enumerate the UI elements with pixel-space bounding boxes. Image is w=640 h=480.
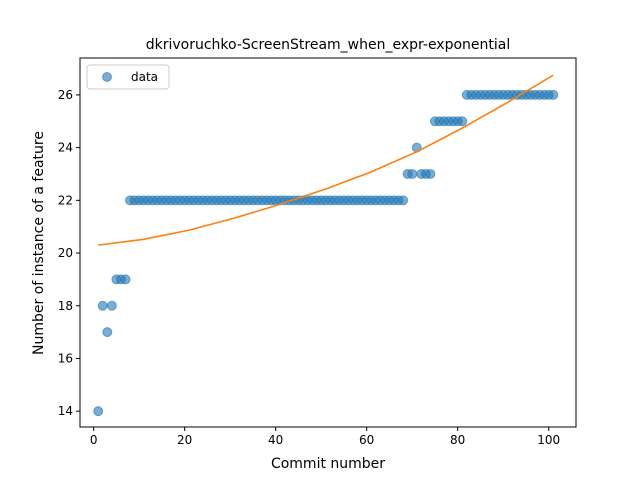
- fit-line: [98, 74, 554, 246]
- x-tick-label: 40: [268, 433, 283, 447]
- legend: data: [86, 64, 170, 90]
- legend-marker-data: [102, 72, 112, 82]
- plot-area: [93, 74, 559, 417]
- y-tick-label: 22: [58, 193, 73, 207]
- x-tick-label: 100: [537, 433, 560, 447]
- y-tick-label: 20: [58, 246, 73, 260]
- y-axis-label: Number of instance of a feature: [31, 131, 47, 355]
- data-point: [120, 274, 131, 285]
- data-point: [106, 300, 117, 311]
- y-tick-label: 14: [58, 404, 73, 418]
- data-point: [548, 89, 559, 100]
- data-point: [425, 168, 436, 179]
- x-tick-label: 20: [177, 433, 192, 447]
- data-point: [457, 116, 468, 127]
- axis-ticks: 0 20 40 60 80 100 14 16 18 20 22 24 26: [58, 88, 560, 447]
- y-tick-label: 16: [58, 351, 73, 365]
- x-tick-label: 80: [450, 433, 465, 447]
- x-tick-label: 0: [90, 433, 98, 447]
- plot-frame: [79, 57, 577, 428]
- y-tick-label: 18: [58, 299, 73, 313]
- x-axis-label: Commit number: [271, 456, 385, 472]
- chart-title: dkrivoruchko-ScreenStream_when_expr-expo…: [146, 37, 511, 53]
- legend-box: [86, 64, 170, 90]
- y-tick-label: 26: [58, 88, 73, 102]
- data-point: [398, 195, 409, 206]
- legend-label-data: data: [131, 70, 158, 84]
- data-point: [97, 300, 108, 311]
- data-point: [93, 406, 104, 417]
- x-tick-label: 60: [359, 433, 374, 447]
- y-tick-label: 24: [58, 141, 73, 155]
- data-point: [102, 327, 113, 338]
- data-point: [407, 168, 418, 179]
